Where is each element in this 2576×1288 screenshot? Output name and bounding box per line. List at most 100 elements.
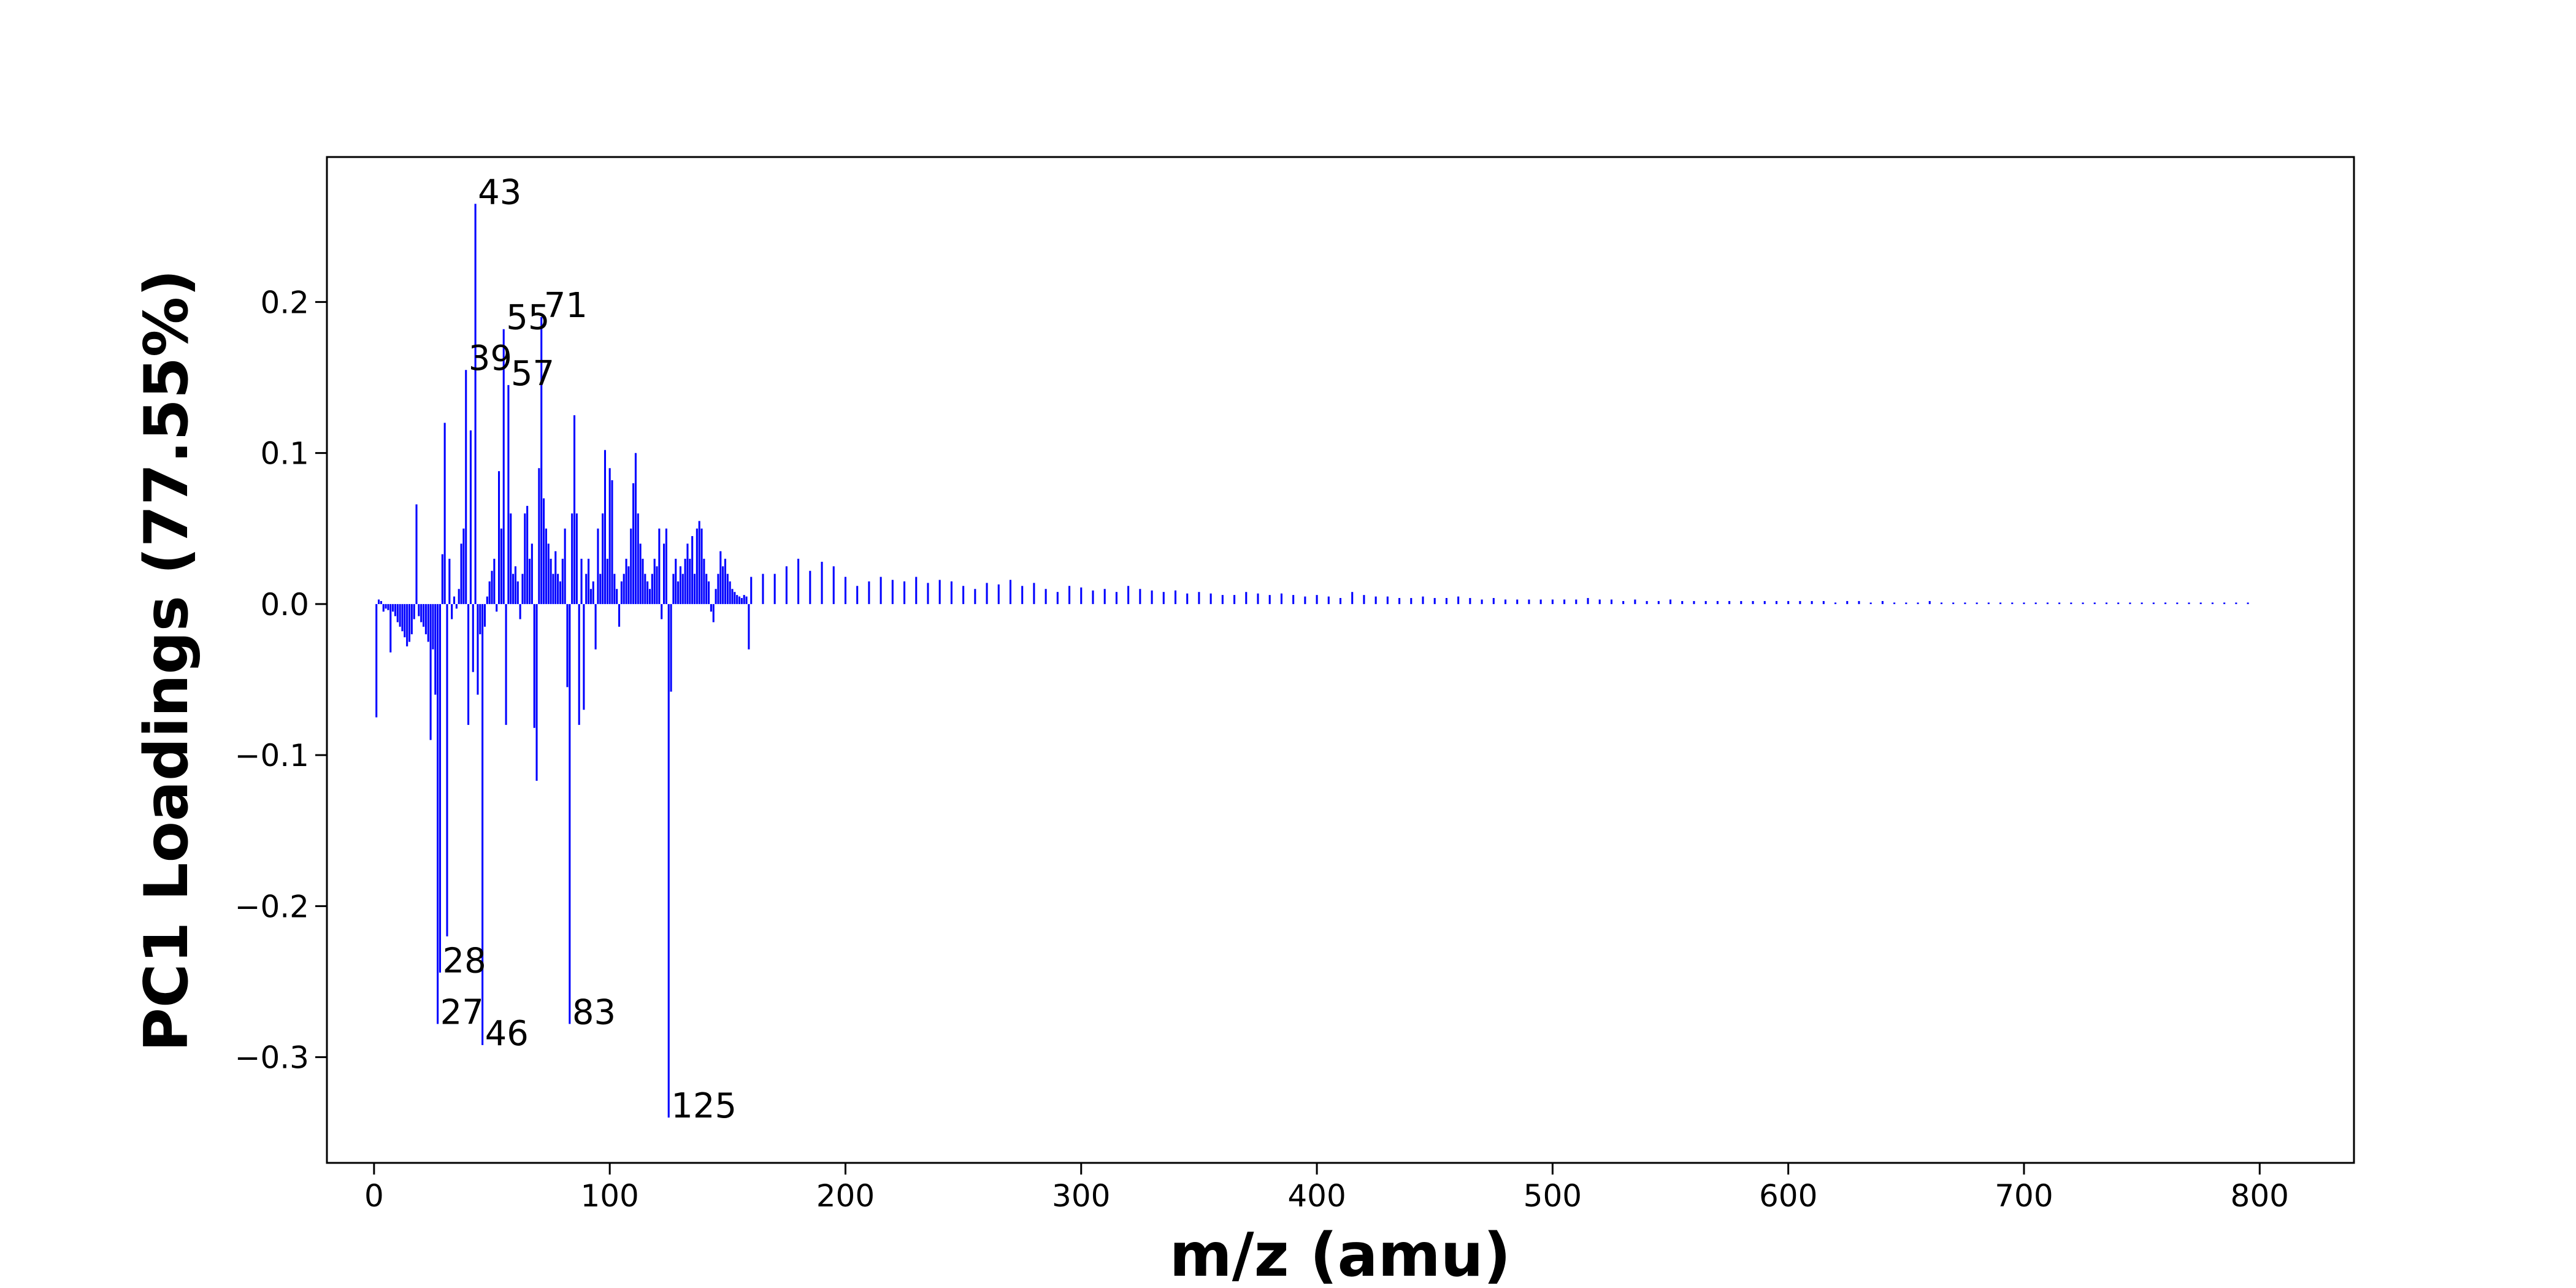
bar (724, 559, 727, 604)
bar (557, 573, 559, 604)
bar (399, 604, 401, 627)
bar (686, 543, 689, 604)
bar (1127, 586, 1130, 604)
bar (620, 581, 623, 604)
bar (717, 573, 719, 604)
bar (493, 559, 496, 604)
bar (491, 570, 493, 604)
bar (465, 370, 467, 604)
bar (1752, 600, 1754, 604)
bar (533, 604, 535, 728)
bar (689, 559, 691, 604)
bar (611, 480, 613, 604)
bar (785, 566, 788, 604)
bar (1799, 600, 1801, 604)
bar (1268, 595, 1271, 604)
bar (646, 581, 649, 604)
y-tick-label: 0.1 (260, 436, 309, 472)
bar (552, 573, 554, 604)
bar (1209, 593, 1212, 604)
bar (1151, 590, 1153, 604)
bar (2129, 602, 2131, 604)
bar (1422, 596, 1424, 604)
bar (632, 483, 635, 604)
bar (1952, 602, 1955, 604)
bar (401, 604, 404, 632)
bar (514, 566, 516, 604)
bar (597, 528, 599, 604)
plot-frame (326, 156, 2355, 1164)
bar (477, 604, 479, 695)
bar (1893, 602, 1896, 604)
bar (729, 581, 731, 604)
bar (566, 604, 569, 688)
bar (1433, 598, 1436, 604)
bar (658, 528, 661, 604)
bar (479, 604, 481, 635)
bar (1598, 599, 1601, 604)
bar (604, 450, 607, 604)
bar (2034, 602, 2037, 604)
bar (406, 604, 408, 646)
bar (997, 584, 1000, 604)
bar (559, 581, 561, 604)
bar (540, 317, 543, 604)
bar (524, 513, 526, 604)
bar (738, 596, 741, 604)
bar (821, 561, 823, 604)
bar (1115, 592, 1117, 604)
bar (592, 581, 594, 604)
bar (575, 513, 578, 604)
bar (1905, 602, 1907, 604)
bar (1610, 599, 1612, 604)
bar (1492, 598, 1495, 604)
bar (1445, 598, 1447, 604)
bar (625, 559, 627, 604)
bar (474, 204, 477, 604)
bar (441, 554, 443, 604)
bar (684, 559, 686, 604)
bar (387, 604, 389, 610)
bar (1103, 589, 1106, 604)
bar (1539, 599, 1542, 604)
bar (2105, 602, 2108, 604)
bar (679, 566, 681, 604)
bar (616, 589, 618, 604)
bar (380, 600, 382, 604)
bar (531, 543, 533, 604)
x-tick-label: 200 (816, 1178, 875, 1214)
bar (618, 604, 621, 627)
bar (665, 528, 667, 604)
bar (1469, 598, 1471, 604)
bar (710, 604, 712, 612)
bar (773, 573, 776, 604)
y-tick-label: −0.3 (235, 1040, 309, 1076)
bar (1646, 600, 1648, 604)
bar (927, 583, 929, 604)
bar (1528, 599, 1530, 604)
x-tick-label: 700 (1995, 1178, 2053, 1214)
bar (891, 580, 894, 604)
bar (573, 415, 576, 604)
bar (1363, 595, 1365, 604)
bar (599, 573, 602, 604)
bar (446, 604, 448, 937)
bar (467, 604, 470, 725)
bar (644, 573, 646, 604)
x-tick-label: 400 (1287, 1178, 1346, 1214)
bar (423, 604, 425, 627)
bar (880, 577, 882, 604)
bar (630, 528, 632, 604)
bar (1504, 599, 1507, 604)
bar (653, 559, 656, 604)
bar (1292, 595, 1295, 604)
bar (1869, 602, 1872, 604)
y-tick-label: −0.1 (235, 738, 309, 773)
bar (2141, 602, 2143, 604)
bar (681, 573, 684, 604)
bar (550, 559, 552, 604)
x-tick-label: 300 (1052, 1178, 1110, 1214)
bar (1846, 600, 1849, 604)
bar (1575, 599, 1577, 604)
